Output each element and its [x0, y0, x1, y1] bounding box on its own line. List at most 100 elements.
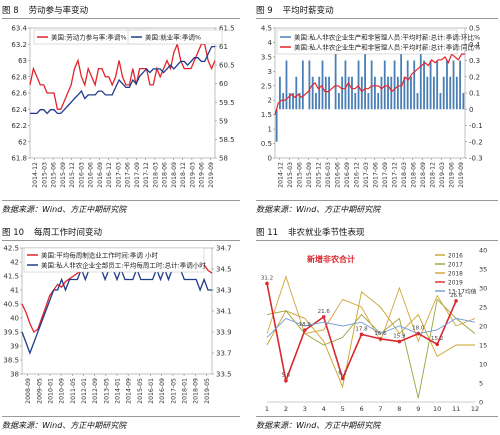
x-tick-label: 2017-05 — [170, 378, 177, 404]
legend-box — [23, 247, 205, 273]
x-tick-label: 2014-09 — [126, 378, 133, 404]
x-tick-label: 2018-06 — [162, 162, 169, 188]
y-tick-label-right: 10 — [479, 361, 487, 369]
x-tick-label: 2017-09 — [134, 162, 141, 188]
y-tick-label-right: 60 — [219, 80, 228, 88]
x-tick-label: 2017-06 — [372, 162, 379, 188]
y-tick-label-right: -0.1 — [469, 122, 483, 130]
source-note: 数据来源：Wind、方正中期研究院 — [2, 205, 127, 214]
wage-mom-bar — [423, 60, 425, 110]
y-tick-label-right: 34.3 — [216, 287, 232, 295]
x-tick-label: 2018-12 — [429, 162, 436, 188]
y-tick-label-right: 59 — [219, 117, 228, 125]
data-label: 16.6 — [374, 331, 387, 337]
y-tick-label-right: 58.5 — [219, 136, 235, 144]
y-tick-label: 62.6 — [11, 90, 27, 98]
y-tick-label: 2.5 — [261, 82, 272, 90]
x-tick-label: 2014-01 — [115, 378, 122, 404]
legend-label: 2017 — [448, 263, 463, 269]
point-2019 — [397, 339, 402, 344]
wage-mom-bar — [367, 93, 370, 110]
y-tick-label: 41.5 — [3, 273, 19, 281]
caption-rule — [2, 240, 240, 241]
x-tick-label: 2012-09 — [92, 378, 99, 404]
series-line — [266, 317, 476, 338]
y-tick-label: 4 — [268, 39, 273, 47]
y-tick-label-right: 60.5 — [219, 62, 235, 70]
y-tick-label-right: -0.2 — [469, 138, 483, 146]
x-tick-label: 8 — [397, 405, 401, 413]
wage-mom-bar — [354, 93, 357, 110]
y-tick-label-right: 0.2 — [469, 73, 480, 81]
y-tick-label: 38 — [10, 371, 19, 379]
wage-yoy-line — [274, 52, 465, 115]
y-tick-label: 42.5 — [3, 245, 19, 253]
wage-mom-bar — [429, 60, 432, 110]
x-tick-label: 2016-12 — [106, 162, 113, 188]
plot-area-frame — [29, 27, 216, 159]
caption-title: 非农就业季节性表现 — [288, 228, 365, 238]
wage-mom-bar — [380, 76, 383, 110]
x-tick-label: 2012-01 — [81, 378, 88, 404]
wage-mom-bar — [341, 76, 344, 110]
wage-mom-bar — [308, 60, 311, 110]
wage-mom-bar — [275, 109, 278, 142]
y-tick-label: 4.5 — [261, 25, 272, 33]
y-tick-label-right: 61.5 — [219, 25, 235, 33]
y-tick-label: 62.4 — [11, 106, 27, 114]
x-tick-label: 2015-06 — [51, 162, 58, 188]
y-tick-label: 39.5 — [3, 329, 19, 337]
wage-mom-bar — [403, 76, 406, 110]
wage-mom-bar — [426, 76, 429, 110]
x-tick-label: 2016-09 — [97, 162, 104, 188]
legend-label: 美国:平均每周制造业工作时间:季调 小时 — [41, 251, 158, 260]
wage-mom-bar — [396, 76, 399, 110]
x-tick-label: 2015-03 — [41, 162, 48, 188]
wage-mom-bar — [442, 76, 445, 110]
y-tick-label: 42 — [10, 259, 19, 267]
source-note: 数据来源：Wind、方正中期研究院 — [256, 205, 381, 214]
x-tick-label: 2017-03 — [115, 162, 122, 188]
y-tick-label: 2 — [268, 97, 272, 105]
caption-number: 图 11 — [256, 228, 279, 238]
x-tick-label: 2016-09 — [344, 162, 351, 188]
series-line — [266, 275, 476, 343]
x-tick-label: 2016-06 — [88, 162, 95, 188]
x-tick-label: 2016-06 — [334, 162, 341, 188]
y-tick-label-right: 58 — [219, 155, 228, 163]
x-tick-label: 12 — [471, 405, 479, 413]
wage-mom-bar — [334, 44, 337, 110]
y-tick-label: 39 — [10, 343, 19, 351]
y-tick-label: 62.8 — [11, 73, 27, 81]
wage-mom-bar — [406, 60, 409, 110]
wage-mom-bar — [298, 93, 301, 110]
wage-mom-bar — [311, 76, 314, 110]
y-tick-label: 63.2 — [11, 41, 27, 49]
point-2019 — [435, 342, 439, 347]
x-tick-label: 7 — [378, 405, 382, 413]
source-note: 数据来源：Wind、方正中期研究院 — [256, 421, 381, 430]
x-tick-label: 2011-05 — [70, 378, 77, 404]
legend-label: 美国:劳动力参与率:季调% — [51, 33, 127, 42]
wage-mom-bar — [337, 93, 340, 110]
y-tick-label-right: 34.5 — [216, 266, 232, 274]
wage-mom-bar — [419, 44, 422, 110]
y-tick-label: 41 — [10, 287, 19, 295]
legend-box — [276, 29, 458, 55]
x-tick-label: 2008-09 — [25, 378, 32, 404]
x-tick-label: 2019-09 — [458, 162, 465, 188]
x-tick-label: 2018-01 — [182, 378, 189, 404]
x-tick-label: 2009-05 — [36, 378, 43, 404]
x-tick-label: 2 — [284, 405, 288, 413]
x-tick-label: 9 — [416, 405, 420, 413]
wage-mom-bar — [446, 60, 448, 110]
wage-mom-bar — [452, 60, 455, 110]
hours-line — [21, 267, 212, 355]
x-tick-label: 1 — [265, 405, 269, 413]
wage-mom-bar — [292, 93, 294, 110]
point-2019 — [359, 332, 364, 337]
y-tick-label-right: 0 — [479, 399, 483, 407]
x-tick-label: 2019-09 — [208, 162, 215, 188]
y-tick-label: 40 — [10, 315, 19, 323]
wage-mom-bar — [370, 60, 373, 110]
